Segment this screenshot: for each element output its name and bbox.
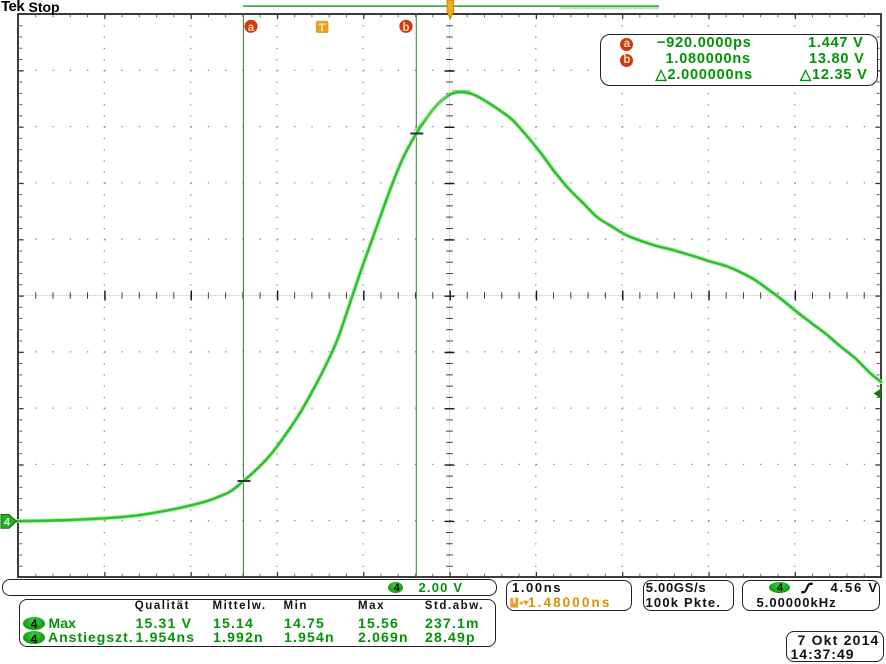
svg-text:b: b: [402, 22, 409, 34]
svg-text:4: 4: [4, 517, 11, 529]
svg-text:T: T: [319, 22, 326, 34]
svg-text:a: a: [248, 22, 255, 34]
